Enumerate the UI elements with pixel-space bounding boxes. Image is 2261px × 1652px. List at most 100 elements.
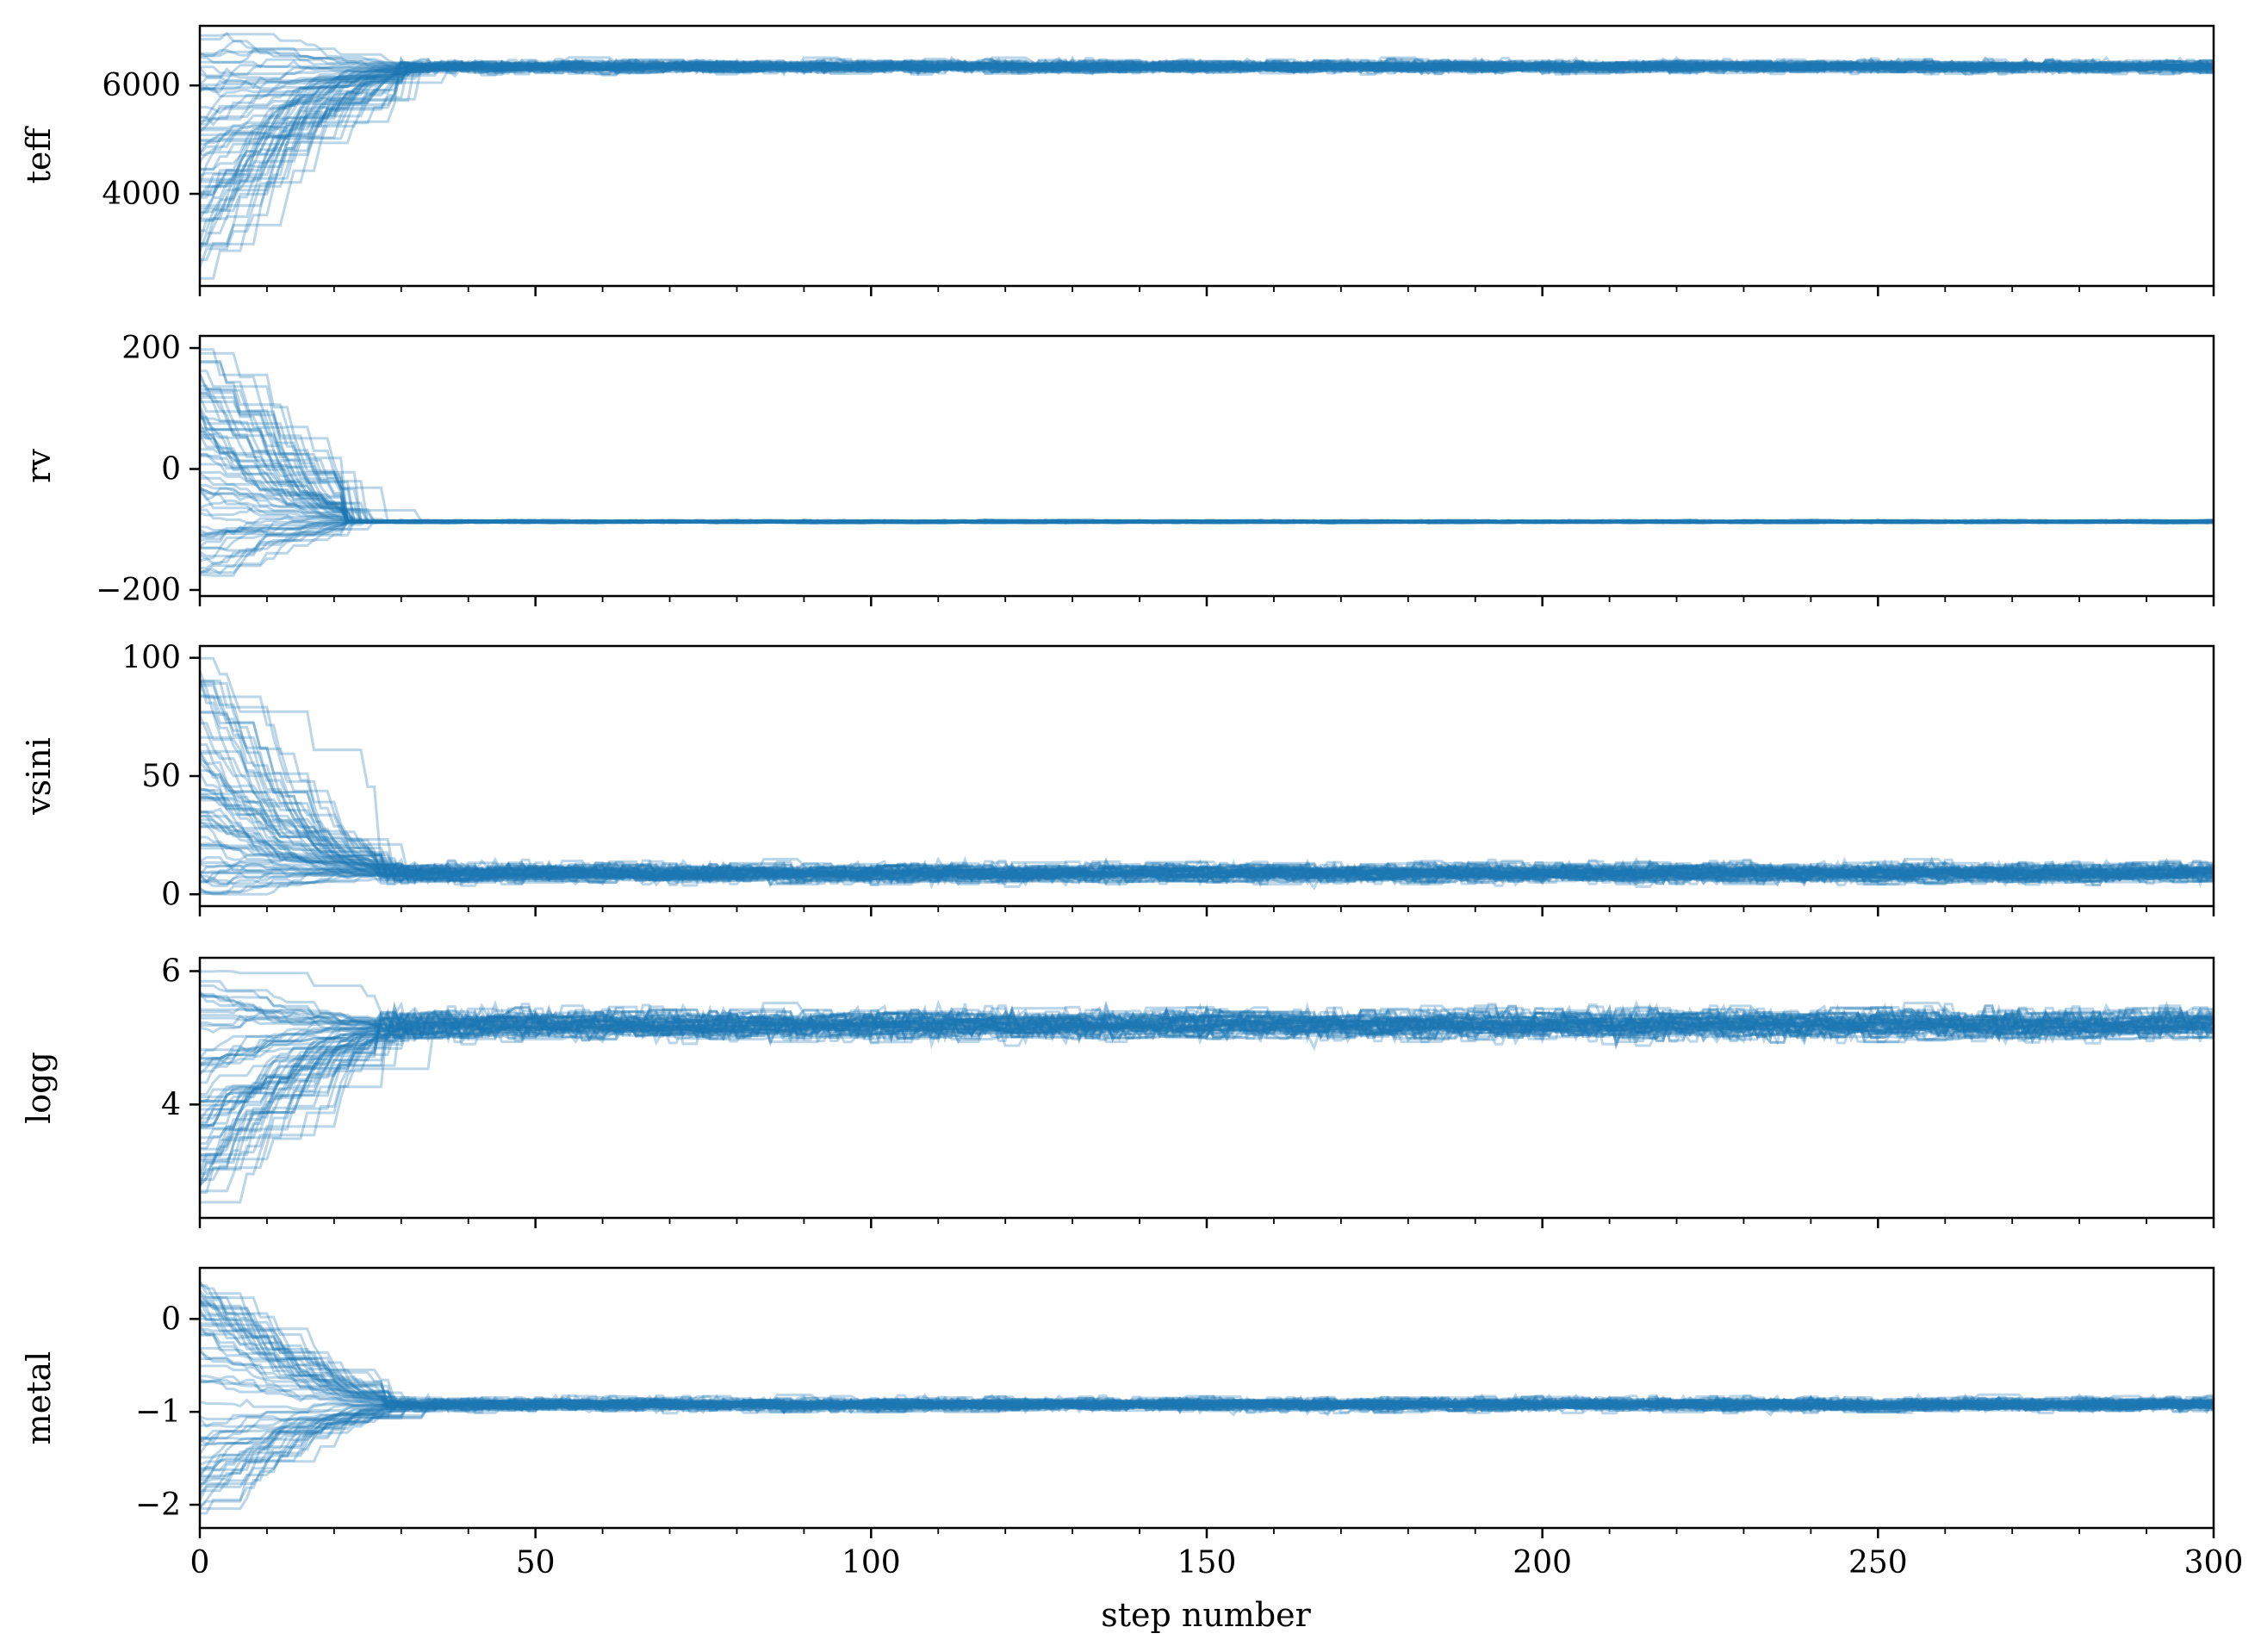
walker-trace-rv <box>200 408 2214 525</box>
walker-trace-rv <box>200 360 2214 525</box>
walker-trace-metal <box>200 1298 2214 1413</box>
walker-trace-vsini <box>200 860 2214 895</box>
walker-trace-vsini <box>200 789 2214 886</box>
walker-trace-vsini <box>200 861 2214 885</box>
walker-trace-teff <box>200 58 2214 87</box>
walker-trace-vsini <box>200 757 2214 887</box>
walker-trace-logg <box>200 1007 2214 1116</box>
walker-trace-logg <box>200 1002 2214 1176</box>
walker-trace-metal <box>200 1295 2214 1413</box>
walker-trace-rv <box>200 405 2214 525</box>
walker-trace-rv <box>200 483 2214 525</box>
walker-trace-logg <box>200 1001 2214 1127</box>
walker-trace-teff <box>200 59 2214 171</box>
walker-trace-logg <box>200 1006 2214 1111</box>
panel-rv: −200 0 200 rv <box>20 331 2215 608</box>
walker-trace-metal <box>200 1333 2214 1414</box>
walker-trace-teff <box>200 59 2214 86</box>
walker-trace-rv <box>200 519 2214 535</box>
walker-trace-metal <box>200 1322 2214 1414</box>
walker-trace-logg <box>200 1003 2214 1043</box>
walker-trace-logg <box>200 1006 2214 1107</box>
walker-trace-teff <box>200 59 2214 119</box>
walker-trace-metal <box>200 1394 2214 1456</box>
panels-layer: 40006000teff−2000200rv050100vsini46logg−… <box>20 24 2243 1581</box>
walker-trace-teff <box>200 59 2214 76</box>
walker-trace-metal <box>200 1395 2214 1486</box>
walker-trace-metal <box>200 1377 2214 1413</box>
walker-trace-rv <box>200 430 2214 525</box>
walker-trace-vsini <box>200 861 2214 888</box>
walker-trace-vsini <box>200 856 2214 886</box>
walker-trace-logg <box>200 999 2214 1186</box>
walker-trace-metal <box>200 1395 2214 1428</box>
x-tick-label: 150 <box>1177 1545 1237 1581</box>
panel-teff: 4000 6000 teff <box>20 24 2215 296</box>
walker-trace-logg <box>200 1003 2214 1073</box>
walker-trace-rv <box>200 508 2214 525</box>
walker-trace-teff <box>200 57 2214 196</box>
walker-trace-vsini <box>200 858 2214 890</box>
walker-trace-metal <box>200 1303 2214 1413</box>
walker-trace-teff <box>200 58 2214 91</box>
walker-trace-teff <box>200 59 2214 127</box>
walker-trace-logg <box>200 1004 2214 1140</box>
walker-trace-rv <box>200 374 2214 525</box>
walker-trace-rv <box>200 519 2214 543</box>
walker-trace-teff <box>200 57 2214 126</box>
walker-trace-vsini <box>200 818 2214 885</box>
walker-trace-metal <box>200 1311 2214 1415</box>
walker-trace-teff <box>200 59 2214 122</box>
walker-trace-metal <box>200 1395 2214 1496</box>
walker-trace-logg <box>200 1004 2214 1145</box>
walker-trace-rv <box>200 429 2214 525</box>
walker-trace-vsini <box>200 815 2214 885</box>
walker-trace-vsini <box>200 797 2214 885</box>
walker-trace-rv <box>200 470 2214 525</box>
walker-trace-vsini <box>200 796 2214 885</box>
walker-trace-logg <box>200 1001 2214 1193</box>
walker-trace-vsini <box>200 749 2214 887</box>
walker-trace-logg <box>200 1004 2214 1043</box>
walker-trace-vsini <box>200 860 2214 895</box>
walker-trace-metal <box>200 1393 2214 1479</box>
walker-trace-metal <box>200 1348 2214 1413</box>
walker-trace-teff <box>200 57 2214 90</box>
walker-trace-logg <box>200 1003 2214 1045</box>
y-axis-label-metal: metal <box>20 1351 58 1445</box>
walker-trace-metal <box>200 1394 2214 1421</box>
walker-trace-vsini <box>200 679 2214 886</box>
walker-trace-vsini <box>200 842 2214 885</box>
walker-trace-logg <box>200 1003 2214 1098</box>
walker-trace-teff <box>200 50 2214 75</box>
walker-trace-vsini <box>200 855 2214 884</box>
walker-trace-teff <box>200 59 2214 90</box>
y-tick-label-rv: −200 <box>96 573 181 608</box>
walker-trace-logg <box>200 1008 2214 1186</box>
walker-trace-vsini <box>200 722 2214 889</box>
walker-trace-vsini <box>200 855 2214 896</box>
walker-trace-logg <box>200 1003 2214 1130</box>
walker-trace-teff <box>200 58 2214 76</box>
walker-trace-teff <box>200 57 2214 280</box>
walker-trace-vsini <box>200 824 2214 885</box>
walker-trace-metal <box>200 1393 2214 1428</box>
walker-trace-rv <box>200 388 2214 525</box>
walker-trace-teff <box>200 55 2214 248</box>
walker-trace-rv <box>200 516 2214 537</box>
walker-trace-logg <box>200 970 2214 1052</box>
walker-trace-vsini <box>200 694 2214 883</box>
walker-trace-vsini <box>200 786 2214 885</box>
walker-trace-logg <box>200 1006 2214 1127</box>
walker-trace-teff <box>200 59 2214 134</box>
walker-trace-vsini <box>200 793 2214 887</box>
walker-trace-teff <box>200 49 2214 75</box>
walker-trace-teff <box>200 58 2214 184</box>
walker-trace-vsini <box>200 844 2214 885</box>
walker-trace-metal <box>200 1394 2214 1515</box>
walker-trace-metal <box>200 1395 2214 1440</box>
walker-trace-metal <box>200 1317 2214 1413</box>
walker-trace-vsini <box>200 711 2214 886</box>
walker-trace-logg <box>200 1003 2214 1204</box>
